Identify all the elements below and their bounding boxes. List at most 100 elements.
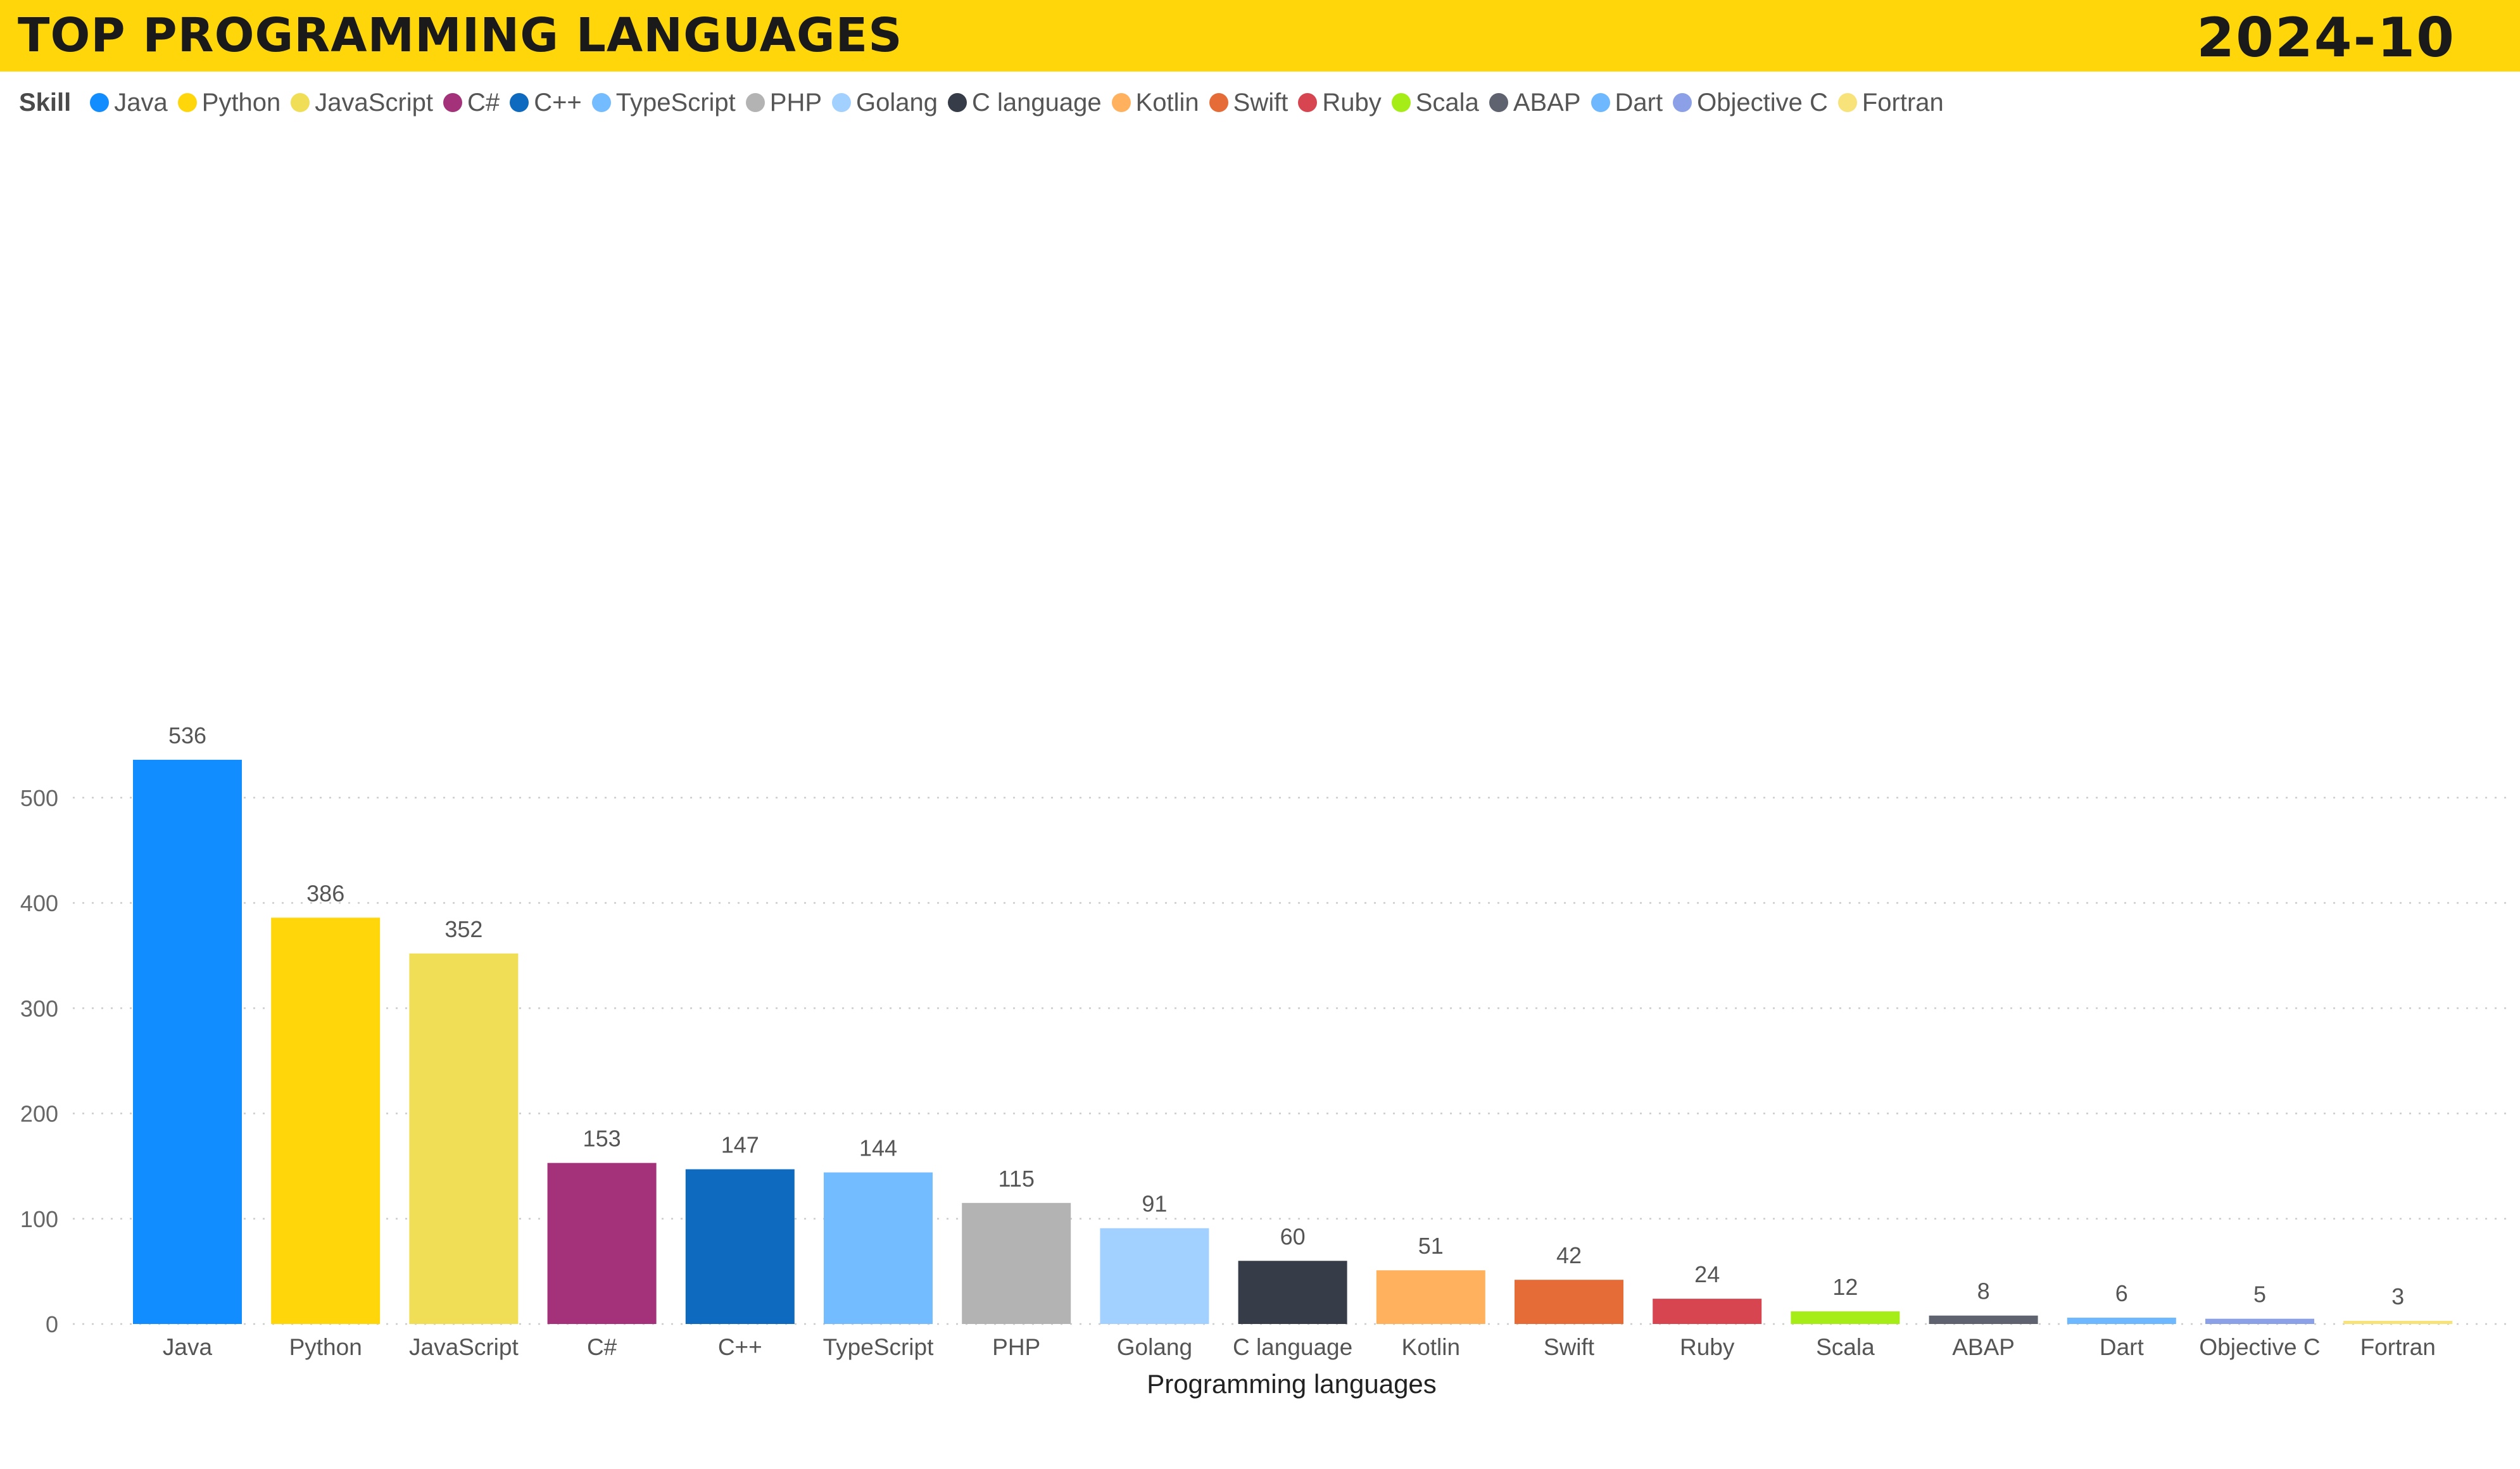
legend-item-kotlin[interactable]: Kotlin xyxy=(1111,88,1199,117)
data-label: 5 xyxy=(2253,1282,2266,1308)
legend-swatch xyxy=(1489,93,1508,112)
legend-label: Kotlin xyxy=(1135,88,1199,117)
bar-javascript[interactable] xyxy=(409,953,519,1324)
bars: 536 386 352 153 147 144 115 91 60 51 42 24 12 8 6 5 3 xyxy=(133,722,2453,1324)
data-label: 60 xyxy=(1280,1223,1306,1249)
data-label: 91 xyxy=(1142,1191,1167,1217)
legend-item-typescript[interactable]: TypeScript xyxy=(591,89,736,117)
legend-label: Dart xyxy=(1615,88,1663,117)
legend-item-abap[interactable]: ABAP xyxy=(1489,89,1581,117)
legend-item-cplusplus[interactable]: C++ xyxy=(510,89,582,117)
bar-abap[interactable] xyxy=(1929,1315,2038,1324)
x-tick-label: Java xyxy=(163,1334,213,1360)
title-bar: TOP PROGRAMMING LANGUAGES 2024-10 xyxy=(0,0,2520,72)
legend-swatch xyxy=(1391,93,1411,112)
x-tick-label: PHP xyxy=(992,1334,1040,1360)
x-tick-label: Objective C xyxy=(2199,1334,2320,1360)
legend-label: Ruby xyxy=(1322,88,1382,117)
legend-swatch xyxy=(90,93,110,112)
bar-swift[interactable] xyxy=(1515,1280,1623,1324)
legend-label: C++ xyxy=(534,88,582,117)
legend-label: Objective C xyxy=(1697,88,1828,117)
x-tick-label: TypeScript xyxy=(823,1334,935,1360)
x-tick-label: C language xyxy=(1233,1334,1352,1360)
legend-swatch xyxy=(948,93,967,112)
page-title: TOP PROGRAMMING LANGUAGES xyxy=(18,8,903,63)
y-tick-label: 200 xyxy=(20,1101,58,1127)
data-label: 6 xyxy=(2115,1280,2128,1306)
bar-c-sharp[interactable] xyxy=(547,1163,657,1324)
data-label: 536 xyxy=(168,722,206,748)
legend-swatch xyxy=(1591,93,1610,112)
data-label: 3 xyxy=(2391,1283,2404,1309)
x-tick-label: C++ xyxy=(718,1334,762,1360)
legend-item-scala[interactable]: Scala xyxy=(1391,88,1479,117)
y-tick-label: 0 xyxy=(46,1311,58,1337)
legend-item-c-language[interactable]: C language xyxy=(948,89,1102,117)
legend-item-php[interactable]: PHP xyxy=(745,88,822,117)
x-axis-title: Programming languages xyxy=(1147,1369,1437,1399)
bar-kotlin[interactable] xyxy=(1376,1270,1485,1324)
bar-scala[interactable] xyxy=(1791,1311,1900,1324)
legend-item-javascript[interactable]: JavaScript xyxy=(291,89,433,117)
bar-objective-c[interactable] xyxy=(2205,1318,2314,1324)
y-tick-label: 400 xyxy=(20,890,58,916)
legend-label: Java xyxy=(114,88,168,117)
legend-item-java[interactable]: Java xyxy=(90,89,168,117)
legend-label: Fortran xyxy=(1862,88,1944,117)
data-label: 42 xyxy=(1556,1242,1582,1268)
legend-label: C# xyxy=(467,88,500,117)
legend-item-ruby[interactable]: Ruby xyxy=(1298,88,1382,117)
legend-swatch xyxy=(591,93,611,112)
legend-label: PHP xyxy=(769,88,822,117)
legend-item-python[interactable]: Python xyxy=(177,89,280,117)
legend-swatch xyxy=(1111,93,1131,112)
bar-php[interactable] xyxy=(962,1202,1071,1324)
legend-item-swift[interactable]: Swift xyxy=(1209,89,1288,117)
bar-c-language[interactable] xyxy=(1238,1261,1347,1324)
x-tick-label: Fortran xyxy=(2360,1334,2436,1360)
x-tick-label: Kotlin xyxy=(1402,1334,1461,1360)
bar-ruby[interactable] xyxy=(1653,1299,1762,1324)
x-tick-label: C# xyxy=(587,1334,617,1360)
bar-cplusplus[interactable] xyxy=(685,1169,795,1324)
bar-golang[interactable] xyxy=(1100,1228,1209,1324)
legend-item-c-sharp[interactable]: C# xyxy=(443,89,500,117)
legend-label: Scala xyxy=(1415,88,1479,117)
bar-java[interactable] xyxy=(133,759,242,1324)
x-tick-label: Python xyxy=(289,1334,362,1360)
data-label: 352 xyxy=(444,916,482,942)
legend-swatch xyxy=(1673,93,1692,112)
x-tick-label: Swift xyxy=(1544,1334,1595,1360)
legend-item-dart[interactable]: Dart xyxy=(1591,89,1663,117)
bar-fortran[interactable] xyxy=(2343,1321,2453,1324)
data-label: 147 xyxy=(721,1132,759,1158)
legend-label: Swift xyxy=(1233,88,1288,117)
legend-title: Skill xyxy=(19,88,72,117)
data-label: 153 xyxy=(583,1126,621,1152)
legend-swatch xyxy=(291,93,310,112)
legend-label: JavaScript xyxy=(315,88,434,117)
legend-item-golang[interactable]: Golang xyxy=(832,89,938,117)
legend-swatch xyxy=(1298,93,1318,112)
legend-item-objective-c[interactable]: Objective C xyxy=(1673,89,1828,117)
legend-swatch xyxy=(1837,93,1857,112)
x-tick-label: Ruby xyxy=(1680,1334,1735,1360)
bar-python[interactable] xyxy=(271,917,381,1324)
period-label: 2024-10 xyxy=(2196,6,2455,70)
data-label: 24 xyxy=(1694,1261,1720,1287)
legend-item-fortran[interactable]: Fortran xyxy=(1837,88,1944,117)
x-tick-label: ABAP xyxy=(1952,1334,2015,1360)
legend-swatch xyxy=(745,93,765,112)
y-axis: 0 100 200 300 400 500 xyxy=(20,785,58,1337)
legend-swatch xyxy=(510,93,529,112)
data-label: 8 xyxy=(1977,1278,1990,1304)
x-tick-label: JavaScript xyxy=(409,1334,519,1360)
data-label: 115 xyxy=(998,1166,1034,1192)
bar-typescript[interactable] xyxy=(824,1172,933,1324)
data-label: 386 xyxy=(306,880,344,906)
bar-dart[interactable] xyxy=(2067,1318,2176,1324)
legend-label: ABAP xyxy=(1513,88,1581,117)
y-tick-label: 100 xyxy=(20,1206,58,1232)
